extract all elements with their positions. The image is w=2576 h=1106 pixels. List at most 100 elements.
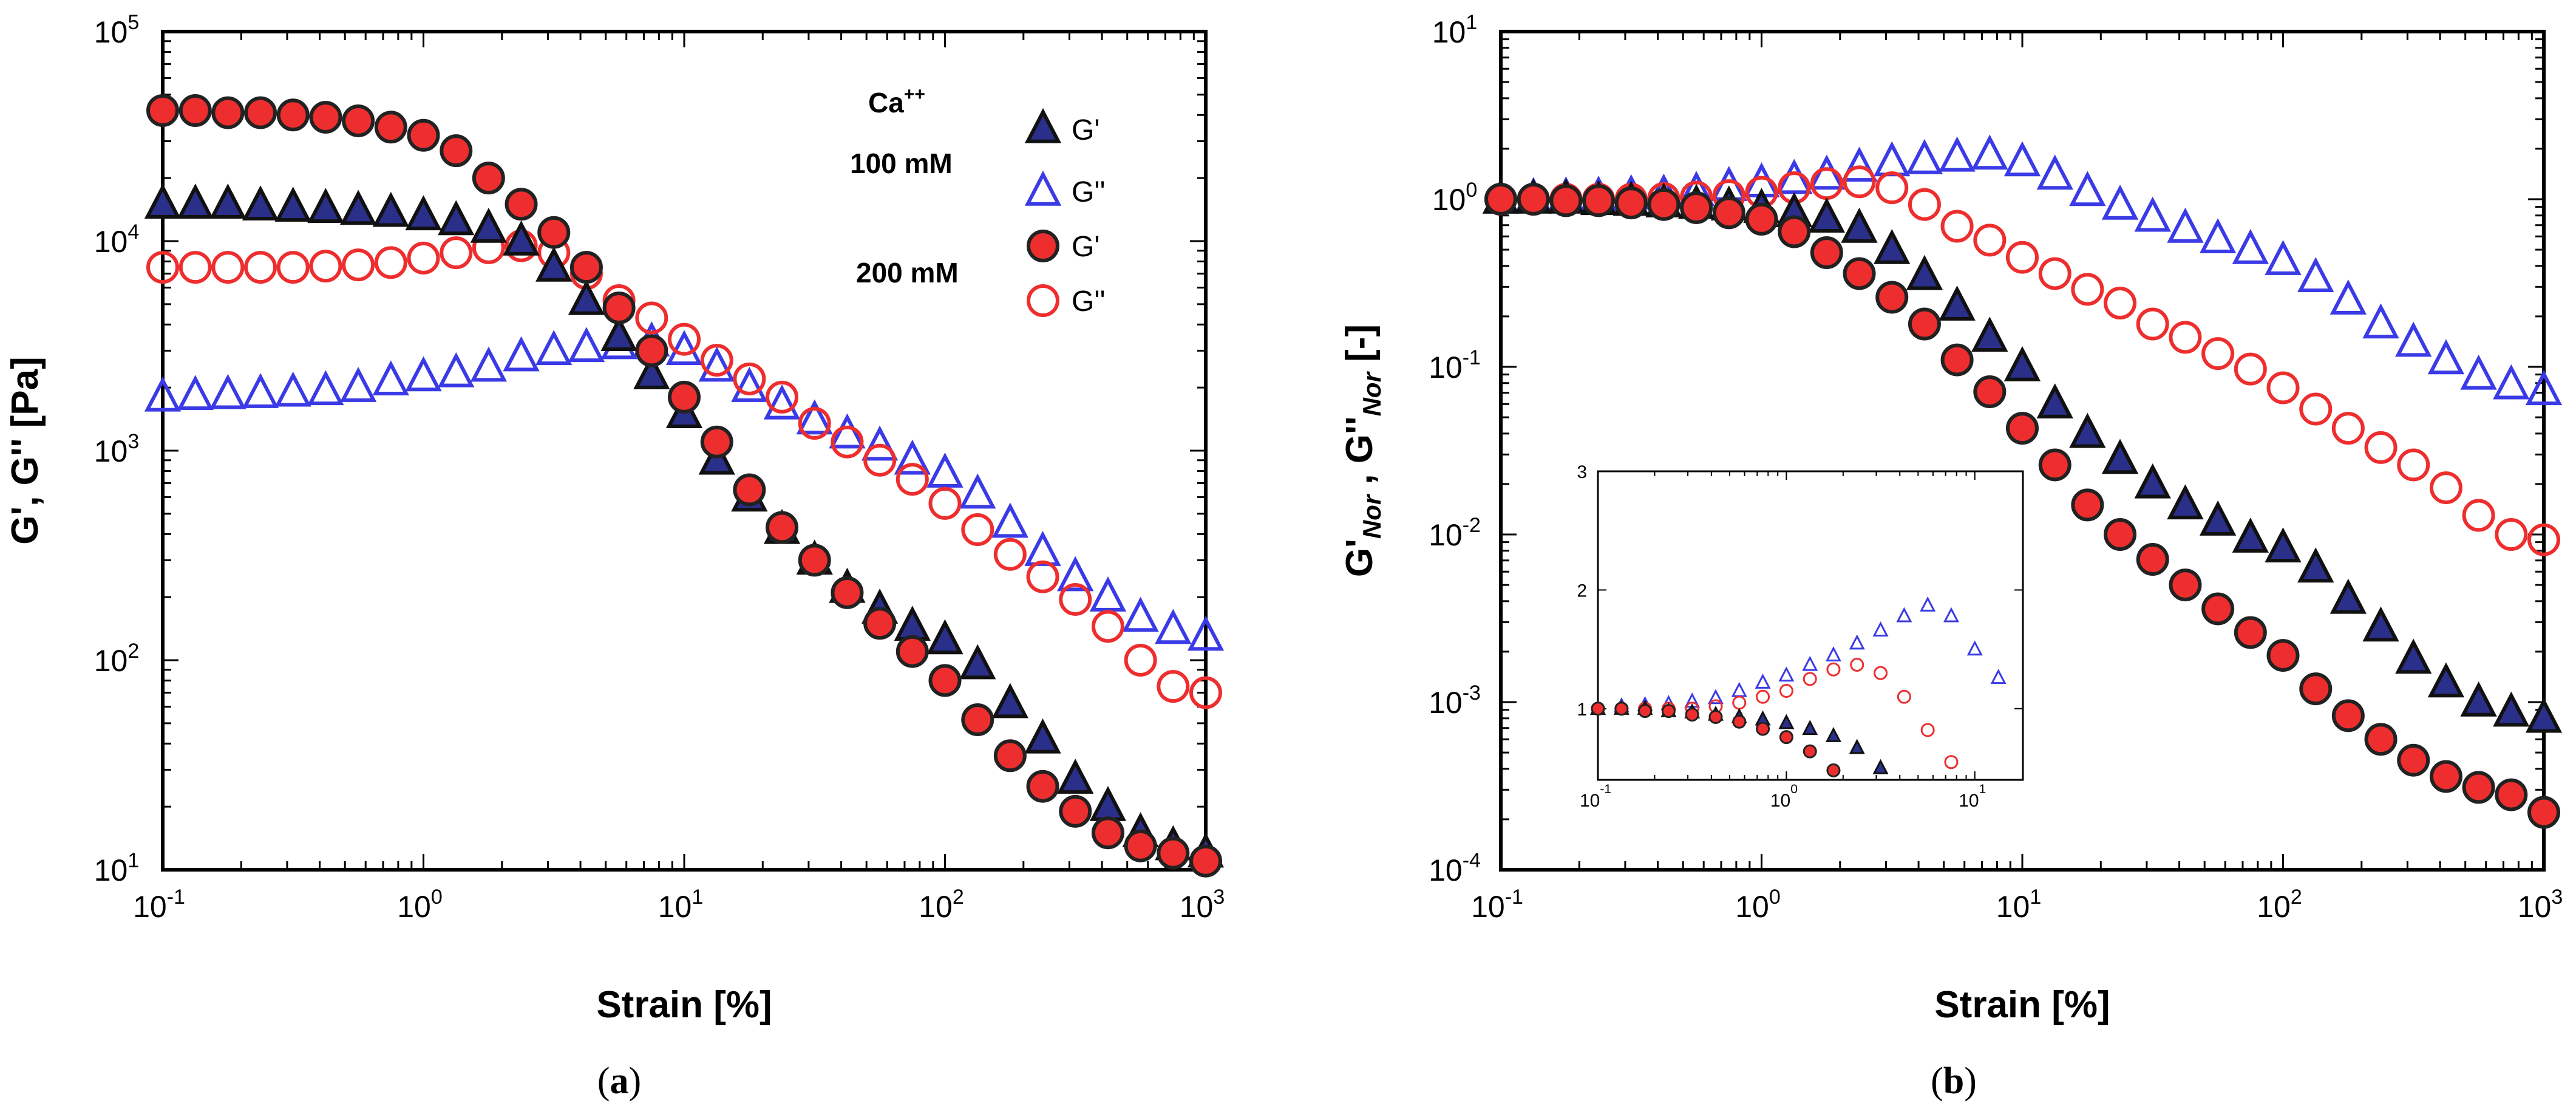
data-point-gpp-100 [535,330,573,366]
data-point-gp-100 [2395,638,2432,674]
y-tick-label: 10-2 [1429,514,1481,552]
y-tick-label: 104 [94,220,140,259]
data-point-gp-100 [405,195,442,231]
data-point-gpp-100 [242,373,279,408]
x-tick-label: 101 [658,886,704,924]
inset-point-gp-200 [1779,730,1793,745]
data-point-gp-100 [274,186,311,222]
data-point-gpp-100 [1024,531,1061,566]
data-point-gpp-200 [2462,499,2495,532]
data-point-gp-100 [2362,606,2399,642]
data-point-gpp-200 [2331,412,2365,445]
y-axis-title-b: G'Nor , G''Nor [-] [1339,324,1386,577]
data-point-gpp-100 [470,346,507,382]
x-tick-label: 103 [2518,886,2563,924]
data-point-gpp-200 [2201,337,2235,370]
data-point-gp-200 [961,703,994,736]
data-point-gpp-100 [1057,556,1094,592]
inset-point-gpp-100 [1872,621,1889,637]
data-point-gpp-100 [731,367,768,402]
data-point-gpp-200 [2234,352,2267,386]
legend-ion-label: Ca++ [868,84,925,118]
inset-point-gpp-100 [1802,655,1818,671]
data-point-gp-100 [991,683,1028,719]
data-point-gp-200 [472,162,505,195]
data-point-gpp-200 [766,380,799,414]
data-point-gpp-200 [2429,471,2462,505]
caption-b: (b) [1931,1060,1977,1102]
data-point-gpp-100 [861,425,899,461]
inset-point-gp-200 [1614,701,1629,716]
data-point-gpp-100 [144,376,182,412]
data-point-gp-200 [1810,236,1843,269]
data-point-gp-100 [2460,681,2497,717]
data-point-gp-200 [1745,202,1778,236]
y-tick-label: 10-1 [1429,346,1481,384]
data-point-gp-200 [1647,188,1681,221]
data-point-gp-100 [242,185,279,220]
inset-point-gpp-100 [1778,666,1795,682]
data-point-gp-200 [2038,448,2071,482]
data-point-gp-100 [633,354,670,389]
data-point-gp-200 [1059,794,1092,828]
data-point-gp-200 [2364,723,2398,756]
inset-point-gpp-200 [1897,689,1911,704]
data-point-gpp-100 [926,452,963,488]
data-point-gpp-200 [1157,670,1190,703]
data-point-gp-200 [407,118,440,152]
data-point-gp-100 [1089,786,1127,821]
data-point-gpp-200 [2299,392,2333,426]
inset-point-gpp-100 [1755,674,1771,689]
legend-label-gp-100: G' [1072,114,1100,146]
data-point-gp-100 [2069,412,2106,448]
data-point-gp-100 [307,188,344,224]
data-point-gp-100 [2427,662,2465,698]
y-axis-title-a: G', G'' [Pa] [4,357,46,545]
data-point-gp-100 [177,183,214,219]
points-a [144,94,1225,878]
data-point-gp-200 [276,98,310,132]
data-point-gpp-100 [2134,196,2171,232]
data-point-gpp-200 [2104,287,2137,320]
inset-y-tick-label: 3 [1577,462,1587,482]
legend-marker-gpp-200 [1027,284,1059,317]
data-point-gp-100 [2101,439,2139,474]
data-point-gp-100 [959,644,996,680]
data-point-gp-100 [600,316,637,351]
legend-label-gp-200: G' [1072,231,1100,263]
data-point-gpp-200 [1940,210,1974,243]
data-point-gpp-100 [829,413,866,449]
data-point-gpp-200 [342,248,375,282]
data-point-gpp-200 [146,251,179,284]
inset-point-gp-100 [1802,720,1818,736]
x-tick-label: 103 [1180,886,1225,924]
data-point-gp-200 [766,511,799,544]
inset-point-gp-200 [1685,708,1699,722]
points-b [1482,134,2563,829]
data-point-gp-200 [831,576,864,609]
inset-point-gpp-100 [1920,596,1936,612]
data-point-gp-200 [1908,307,1941,341]
data-point-gpp-100 [1122,596,1159,632]
data-point-gp-100 [1874,228,1911,264]
data-point-gpp-100 [959,473,996,509]
data-point-gpp-200 [993,538,1027,571]
inset-point-gp-100 [1849,739,1865,754]
ticks-a [161,30,1207,871]
data-point-gpp-100 [307,370,344,406]
inset-y-tick-label: 1 [1577,700,1587,720]
data-point-gp-100 [339,189,377,225]
panel-b: 10-1 100 101 102 103 10-4 10-3 10-2 10-1 100 101 S… [1339,11,2563,1026]
data-point-gp-100 [568,279,605,315]
inset-y-tick-label: 2 [1577,581,1587,601]
data-point-gpp-200 [276,251,310,284]
data-point-gpp-100 [2199,218,2237,253]
panel-a: 10-1 100 101 102 103 101 102 103 104 105 Strain [… [4,11,1225,1026]
data-point-gpp-100 [1089,576,1127,612]
data-point-gpp-200 [961,513,994,546]
data-point-gpp-100 [894,439,931,475]
inset-point-gpp-100 [1825,646,1841,661]
inset-points [1590,596,2007,777]
y-tick-label: 10-3 [1429,681,1481,720]
y-tick-label: 102 [94,640,140,678]
